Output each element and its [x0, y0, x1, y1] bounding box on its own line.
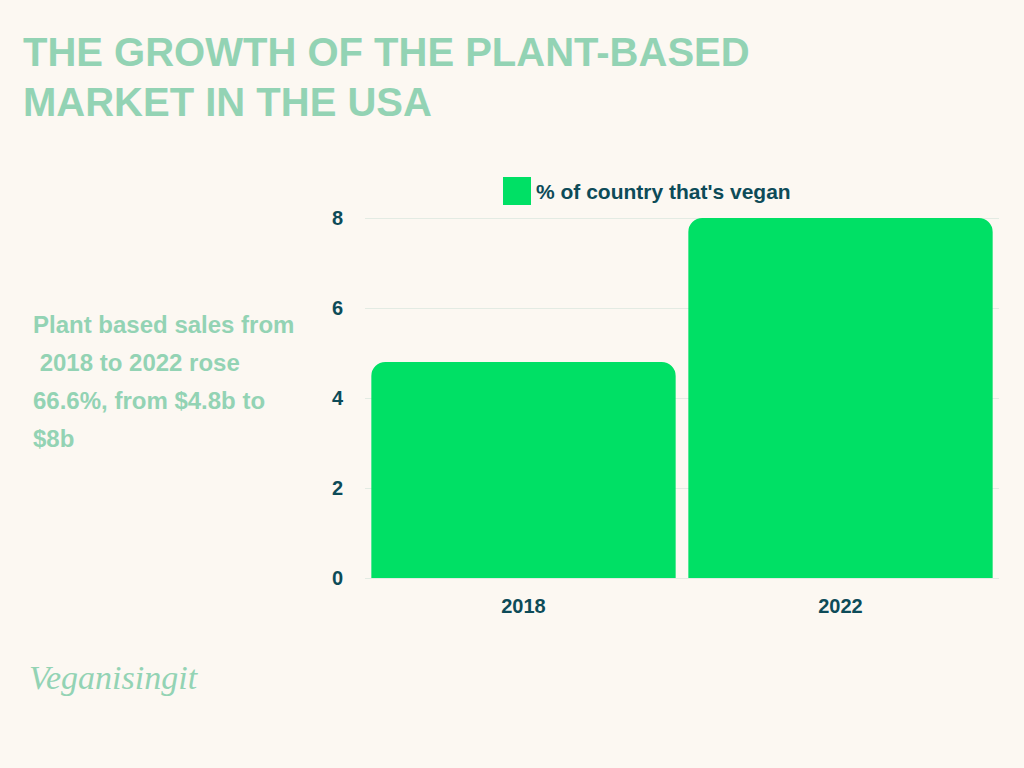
- svg-text:6: 6: [332, 297, 343, 319]
- svg-text:4: 4: [332, 387, 344, 409]
- svg-text:% of country that's vegan: % of country that's vegan: [536, 180, 791, 203]
- svg-text:66.6%, from $4.8b to: 66.6%, from $4.8b to: [33, 387, 272, 414]
- svg-text:2022: 2022: [818, 595, 863, 617]
- svg-text:Plant based sales from: Plant based sales from: [33, 311, 294, 338]
- svg-text:THE GROWTH OF THE PLANT-BASED: THE GROWTH OF THE PLANT-BASED: [23, 30, 761, 74]
- svg-text:2018 to 2022 rose: 2018 to 2022 rose: [33, 349, 246, 376]
- svg-text:0: 0: [332, 567, 343, 589]
- svg-text:MARKET IN THE USA: MARKET IN THE USA: [23, 80, 432, 124]
- svg-text:$8b: $8b: [33, 425, 74, 452]
- svg-text:2: 2: [332, 477, 343, 499]
- svg-text:Veganisingit: Veganisingit: [29, 659, 199, 696]
- svg-text:2018: 2018: [501, 595, 546, 617]
- svg-text:8: 8: [332, 207, 343, 229]
